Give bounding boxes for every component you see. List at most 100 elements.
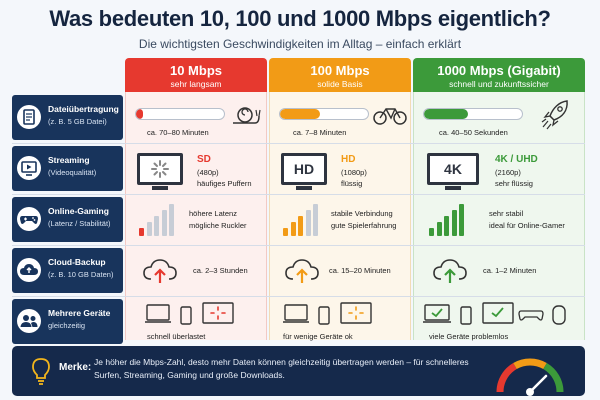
row-label-devices: Mehrere Geräte gleichzeitig	[12, 299, 123, 344]
quality-resolution: (1080p)	[341, 168, 367, 177]
column-body-red	[125, 92, 267, 340]
devices-cell-100: für wenige Geräte ok	[269, 298, 411, 341]
quality-note: häufiges Puffern	[197, 179, 252, 188]
column-speed: 10 Mbps	[169, 63, 222, 78]
signal-bars-icon	[139, 204, 179, 236]
signal-bar	[444, 216, 449, 236]
signal-bar	[283, 228, 288, 236]
quality-label: SD	[197, 154, 211, 165]
monitor-stand	[445, 186, 461, 190]
monitor-stand	[152, 186, 168, 190]
gaming-note-2: mögliche Ruckler	[189, 221, 247, 230]
signal-bar	[313, 204, 318, 236]
devices-cell-1000: viele Geräte problemlos	[413, 298, 585, 341]
row-title: Cloud-Backup	[48, 257, 106, 267]
gaming-note-1: höhere Latenz	[189, 209, 237, 218]
signal-bar	[429, 228, 434, 236]
column-desc: sehr langsam	[170, 79, 222, 89]
row-title: Dateiübertragung	[48, 104, 119, 114]
download-time: ca. 70–80 Minuten	[147, 128, 209, 137]
gaming-note-2: gute Spielerfahrung	[331, 221, 397, 230]
cloud-upload-icon	[283, 255, 321, 290]
loading-spinner-icon	[151, 160, 169, 178]
quality-label: HD	[341, 154, 356, 165]
gaming-note-1: sehr stabil	[489, 209, 524, 218]
devices-cell-10: schnell überlastet	[125, 298, 267, 341]
progress-fill	[424, 109, 469, 119]
signal-bar	[169, 204, 174, 236]
column-header-10mbps: 10 Mbps sehr langsam	[125, 58, 267, 92]
monitor-stand	[296, 186, 312, 190]
quality-label: 4K / UHD	[495, 154, 538, 165]
devices-ok-icon	[423, 302, 583, 333]
row-label-backup: Cloud-Backup (z. B. 10 GB Daten)	[12, 248, 123, 293]
column-desc: schnell und zukunftssicher	[449, 79, 549, 89]
signal-bars-icon	[429, 204, 469, 236]
quality-resolution: (2160p)	[495, 168, 521, 177]
gaming-cell-10: höhere Latenz mögliche Ruckler	[125, 196, 267, 246]
download-cell-100: ca. 7–8 Minuten	[269, 94, 411, 144]
progress-fill	[136, 109, 144, 119]
quality-resolution: (480p)	[197, 168, 219, 177]
devices-overloaded-icon	[145, 302, 245, 333]
monitor-icon	[137, 153, 183, 185]
signal-bar	[146, 222, 152, 236]
row-title: Mehrere Geräte	[48, 308, 111, 318]
row-divider	[12, 296, 585, 297]
footer-label: Merke:	[59, 362, 92, 373]
backup-time: ca. 2–3 Stunden	[193, 266, 248, 275]
backup-cell-1000: ca. 1–2 Minuten	[413, 247, 585, 297]
users-icon	[17, 309, 41, 333]
row-subtitle: (Latenz / Stabilität)	[48, 219, 111, 228]
progress-fill	[280, 109, 320, 119]
signal-bar	[161, 210, 167, 236]
monitor-icon: 4K	[427, 153, 479, 185]
speedometer-icon	[490, 352, 570, 400]
rocket-icon	[541, 98, 571, 135]
row-title: Streaming	[48, 155, 90, 165]
signal-bar	[290, 222, 296, 236]
cloud-upload-icon	[17, 258, 41, 282]
signal-bar	[459, 204, 464, 236]
backup-time: ca. 1–2 Minuten	[483, 266, 537, 275]
footer-text: Je höher die Mbps-Zahl, desto mehr Daten…	[94, 357, 469, 380]
devices-note: für wenige Geräte ok	[283, 332, 353, 341]
bicycle-icon	[373, 104, 407, 131]
backup-cell-100: ca. 15–20 Minuten	[269, 247, 411, 297]
monitor-icon: HD	[281, 153, 327, 185]
signal-bar	[298, 216, 303, 236]
download-time: ca. 7–8 Minuten	[293, 128, 347, 137]
row-subtitle: (z. B. 5 GB Datei)	[48, 117, 107, 126]
column-speed: 100 Mbps	[310, 63, 370, 78]
document-icon	[17, 105, 41, 129]
signal-bar	[436, 222, 442, 236]
column-body-green	[413, 92, 585, 340]
devices-note: schnell überlastet	[147, 332, 206, 341]
play-screen-icon	[17, 156, 41, 180]
download-cell-1000: ca. 40–50 Sekunden	[413, 94, 585, 144]
page-subtitle: Die wichtigsten Geschwindigkeiten im All…	[138, 37, 462, 51]
row-title: Online-Gaming	[48, 206, 109, 216]
signal-bar	[139, 228, 144, 236]
row-label-download: Dateiübertragung (z. B. 5 GB Datei)	[12, 95, 123, 140]
streaming-cell-10: SD (480p) häufiges Puffern	[125, 145, 267, 195]
quality-note: sehr flüssig	[495, 179, 533, 188]
column-header-100mbps: 100 Mbps solide Basis	[269, 58, 411, 92]
row-subtitle: (z. B. 10 GB Daten)	[48, 270, 114, 279]
lightbulb-icon	[28, 356, 54, 391]
signal-bar	[305, 210, 311, 236]
page-title: Was bedeuten 10, 100 und 1000 Mbps eigen…	[49, 6, 551, 31]
gaming-note-2: ideal für Online-Gamer	[489, 221, 565, 230]
cloud-upload-icon	[431, 255, 469, 290]
progress-bar	[135, 108, 225, 120]
snail-icon	[229, 102, 261, 133]
streaming-cell-1000: 4K 4K / UHD (2160p) sehr flüssig	[413, 145, 585, 195]
signal-bar	[154, 216, 159, 236]
devices-icon	[283, 302, 387, 333]
backup-cell-10: ca. 2–3 Stunden	[125, 247, 267, 297]
streaming-cell-100: HD HD (1080p) flüssig	[269, 145, 411, 195]
column-speed: 1000 Mbps (Gigabit)	[437, 63, 561, 78]
cloud-upload-icon	[141, 255, 179, 290]
gamepad-icon	[17, 207, 41, 231]
row-divider	[12, 194, 585, 195]
